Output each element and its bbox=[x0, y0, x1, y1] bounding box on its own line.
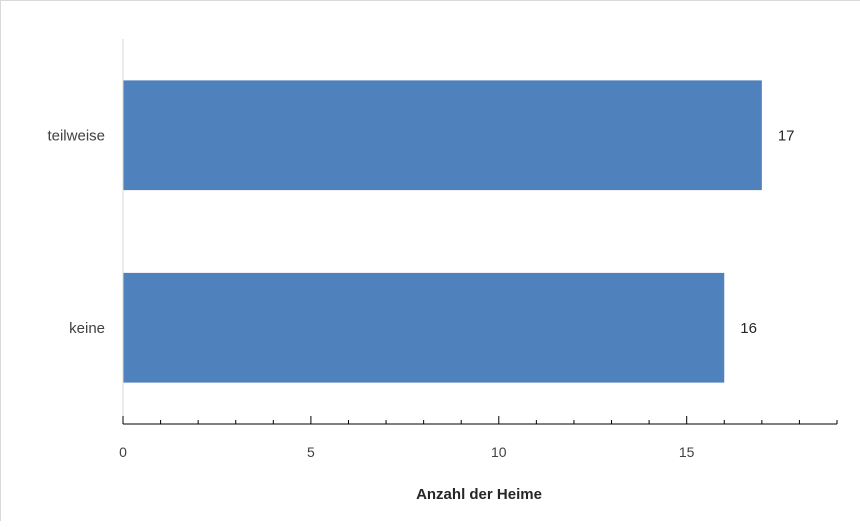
bars-layer bbox=[123, 80, 762, 383]
data-label-keine: 16 bbox=[740, 320, 757, 337]
bar-teilweise bbox=[123, 80, 762, 191]
x-tick-label-0: 0 bbox=[119, 444, 127, 460]
labels-layer: teilweise 17 keine 16 0 5 10 15 bbox=[47, 127, 794, 460]
data-label-teilweise: 17 bbox=[778, 127, 795, 144]
x-tick-label-5: 5 bbox=[307, 444, 315, 460]
axis-layer bbox=[122, 39, 838, 425]
category-label-keine: keine bbox=[69, 320, 105, 337]
x-tick-label-10: 10 bbox=[491, 444, 507, 460]
category-label-teilweise: teilweise bbox=[47, 127, 105, 144]
bar-keine bbox=[123, 272, 725, 383]
x-axis-title: Anzahl der Heime bbox=[416, 486, 542, 503]
x-tick-label-15: 15 bbox=[679, 444, 695, 460]
